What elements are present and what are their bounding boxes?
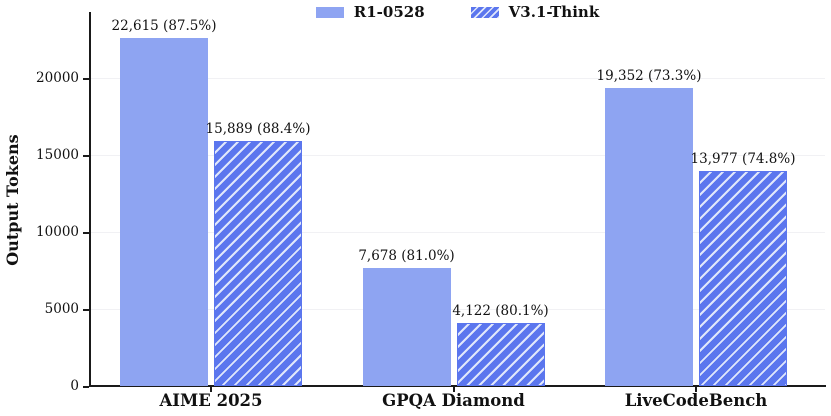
y-tick-label: 15000 bbox=[36, 147, 79, 163]
bar-value-label-r1-0528-aime-2025: 22,615 (87.5%) bbox=[111, 17, 217, 34]
bar-v3-1-think-livecodebench bbox=[699, 170, 787, 386]
legend-swatch-hatched bbox=[470, 6, 499, 18]
gridline-20000 bbox=[91, 78, 825, 79]
y-tick-mark bbox=[83, 386, 89, 388]
gridline-10000 bbox=[91, 232, 825, 233]
bar-value-label-r1-0528-gpqa-diamond: 7,678 (81.0%) bbox=[358, 247, 455, 264]
bar-value-label-r1-0528-livecodebench: 19,352 (73.3%) bbox=[596, 68, 702, 84]
category-label-livecodebench: LiveCodeBench bbox=[624, 391, 768, 410]
legend-label: V3.1-Think bbox=[508, 3, 600, 21]
x-tick-mark bbox=[210, 387, 212, 392]
bar-v3-1-think-aime-2025 bbox=[214, 141, 302, 386]
legend-item-v3-1-think: V3.1-Think bbox=[470, 3, 600, 21]
bar-r1-0528-livecodebench bbox=[605, 88, 693, 386]
gridline-15000 bbox=[91, 155, 825, 156]
legend-label: R1-0528 bbox=[353, 3, 425, 21]
bar-value-label-v3-1-think-gpqa-diamond: 4,122 (80.1%) bbox=[452, 302, 549, 319]
category-label-gpqa-diamond: GPQA Diamond bbox=[382, 391, 525, 410]
bar-r1-0528-gpqa-diamond bbox=[362, 267, 451, 386]
legend: R1-0528 V3.1-Think bbox=[90, 2, 825, 22]
category-label-aime-2025: AIME 2025 bbox=[159, 391, 263, 410]
y-tick-mark bbox=[83, 78, 89, 80]
y-axis-title: Output Tokens bbox=[3, 134, 22, 266]
y-tick-mark bbox=[83, 309, 89, 311]
x-axis-line bbox=[89, 385, 826, 387]
y-tick-mark bbox=[83, 155, 89, 157]
legend-item-r1-0528: R1-0528 bbox=[315, 3, 425, 21]
x-tick-mark bbox=[695, 387, 697, 392]
x-tick-mark bbox=[452, 387, 455, 392]
legend-swatch-solid bbox=[315, 6, 344, 18]
y-tick-mark bbox=[83, 232, 89, 234]
y-tick-label: 5000 bbox=[44, 301, 79, 317]
bar-value-label-v3-1-think-livecodebench: 13,977 (74.8%) bbox=[690, 150, 796, 167]
bar-v3-1-think-gpqa-diamond bbox=[456, 322, 545, 386]
gridline-5000 bbox=[91, 309, 825, 310]
bar-r1-0528-aime-2025 bbox=[120, 37, 208, 386]
y-axis-line bbox=[89, 12, 91, 387]
y-tick-label: 20000 bbox=[36, 70, 79, 86]
bar-value-label-v3-1-think-aime-2025: 15,889 (88.4%) bbox=[205, 121, 311, 138]
y-tick-label: 10000 bbox=[36, 224, 79, 240]
y-tick-label: 0 bbox=[70, 378, 79, 394]
